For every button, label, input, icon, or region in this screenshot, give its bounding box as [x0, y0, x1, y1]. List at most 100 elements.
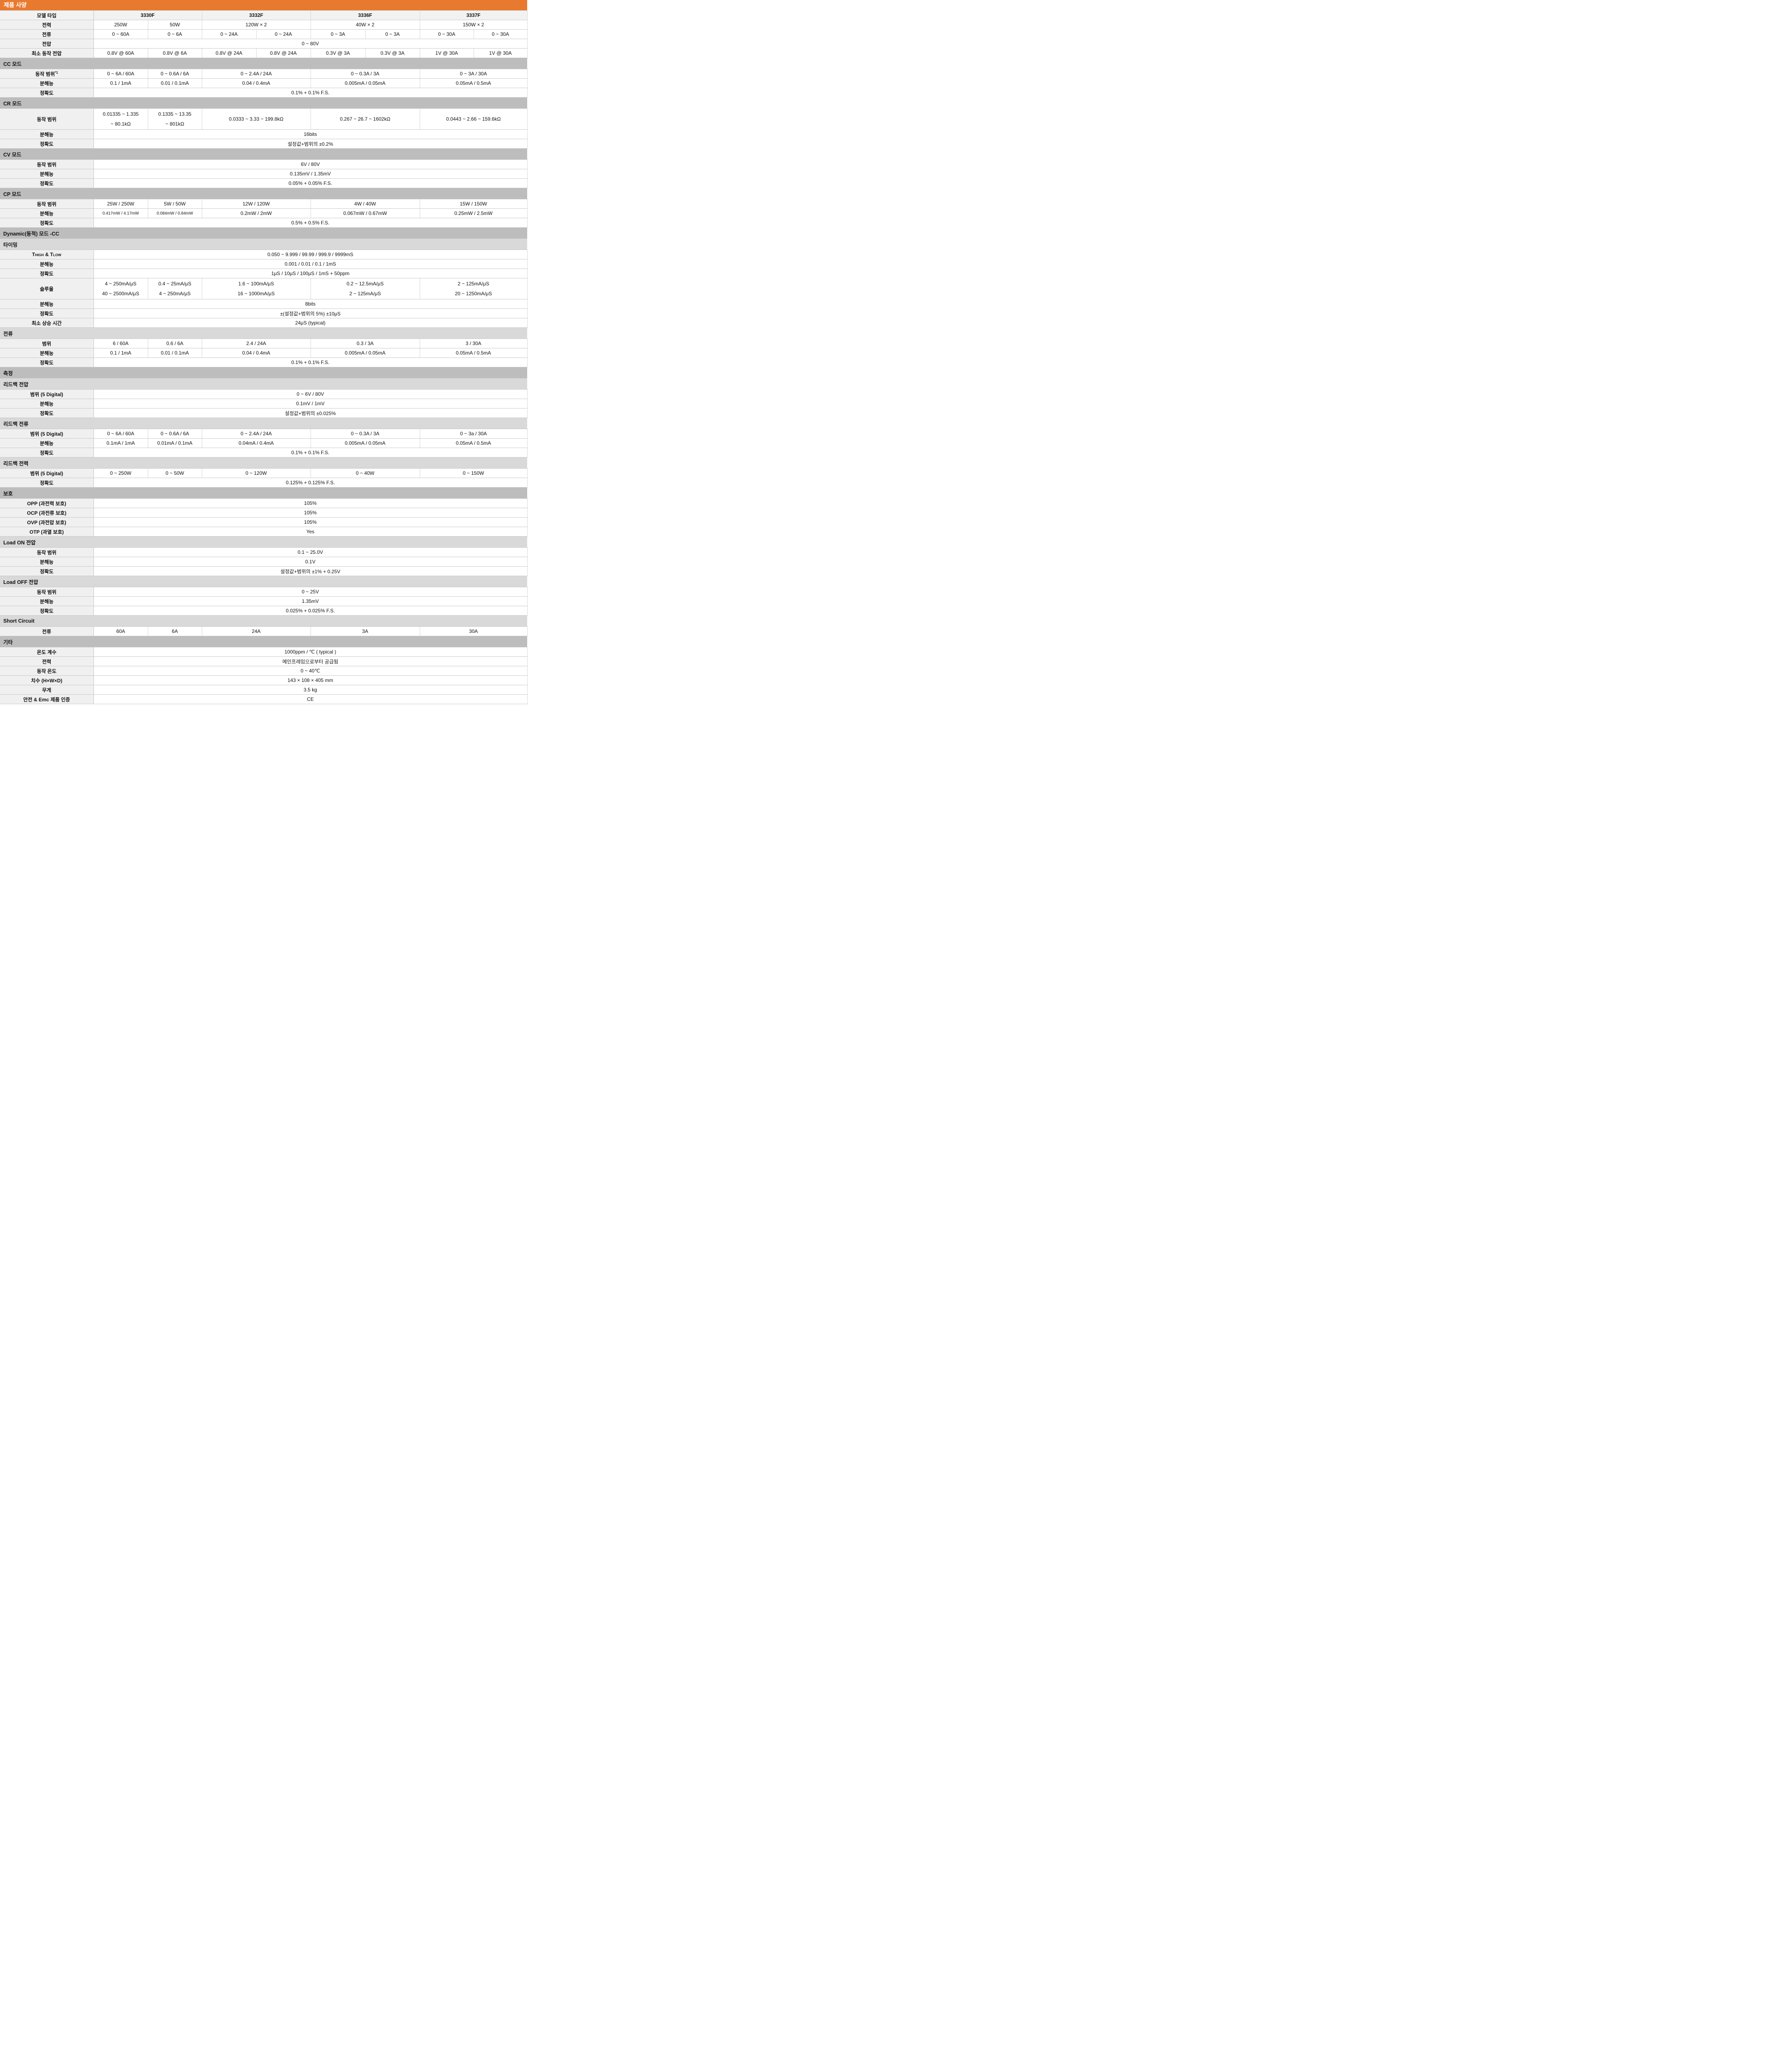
section-header: 기타	[0, 636, 527, 647]
spec-value: 12W / 120W	[201, 199, 311, 209]
section-row: 리드백 전력	[0, 457, 527, 469]
spec-value: 0 ~ 250W	[93, 468, 148, 478]
spec-value: 0.8V @ 24A	[201, 48, 257, 58]
spec-value: 0 ~ 0.3A / 3A	[310, 69, 420, 79]
row-label: 동작 범위	[0, 159, 94, 169]
section-header: 보호	[0, 487, 527, 499]
spec-value: 0 ~ 40℃	[93, 666, 528, 676]
table-row: 정확도 설정값+범위의 ±1% + 0.25V	[0, 566, 528, 576]
spec-value: 0 ~ 24A	[201, 29, 257, 39]
table-row: OPP (과전력 보호) 105%	[0, 498, 528, 508]
section-header: Load OFF 전압	[0, 576, 527, 587]
table-row: 정확도 0.1% + 0.1% F.S.	[0, 88, 528, 98]
table-row: 범위 (5 Digital) 0 ~ 6V / 80V	[0, 389, 528, 399]
spec-value: 0.1% + 0.1% F.S.	[93, 357, 528, 367]
spec-value: 0.084mW / 0.84mW	[147, 208, 202, 218]
table-row: 최소 동작 전압 0.8V @ 60A 0.8V @ 6A 0.8V @ 24A 0.8…	[0, 48, 528, 58]
spec-value: 0.1 ~ 25.0V	[93, 547, 528, 557]
spec-value: 0.01 / 0.1mA	[147, 78, 202, 88]
row-label: 정확도	[0, 566, 94, 576]
row-label: 정확도	[0, 218, 94, 228]
spec-value: 0.0443 ~ 2.66 ~ 159.6kΩ	[419, 108, 528, 130]
spec-value: 메인프레임으로부터 공급됨	[93, 656, 528, 666]
spec-value: 0.135mV / 1.35mV	[93, 169, 528, 179]
model-name: 3330F	[93, 10, 202, 20]
spec-value: 60A	[93, 626, 148, 636]
spec-value: 0 ~ 40W	[310, 468, 420, 478]
table-row: OCP (과전류 보호) 105%	[0, 508, 528, 518]
spec-value: 0.267 ~ 26.7 ~ 1602kΩ	[310, 108, 420, 130]
row-label: 전압	[0, 39, 94, 49]
spec-value: 0.005mA / 0.05mA	[310, 348, 420, 358]
table-row: 무게 3.5 kg	[0, 685, 528, 695]
row-label: 범위 (5 Digital)	[0, 429, 94, 439]
spec-value: 0.1335 ~ 13.35 ~ 801kΩ	[147, 108, 202, 130]
spec-value: 0.005mA / 0.05mA	[310, 438, 420, 448]
spec-value: 24μS (typical)	[93, 318, 528, 328]
row-label: OTP (과열 보호)	[0, 527, 94, 537]
spec-value: 3A	[310, 626, 420, 636]
row-label: 정확도	[0, 178, 94, 188]
spec-value: 0.3V @ 3A	[310, 48, 366, 58]
spec-value: 4W / 40W	[310, 199, 420, 209]
section-row: 측정	[0, 367, 527, 378]
section-row: CR 모드	[0, 97, 527, 109]
row-label: 최소 동작 전압	[0, 48, 94, 58]
spec-value: 0.8V @ 60A	[93, 48, 148, 58]
row-label: 정확도	[0, 308, 94, 318]
section-header: 리드백 전력	[0, 457, 527, 469]
table-row: 분해능 0.1 / 1mA 0.01 / 0.1mA 0.04 / 0.4mA 0.00…	[0, 348, 528, 358]
table-row: 분해능 0.1 / 1mA 0.01 / 0.1mA 0.04 / 0.4mA 0.00…	[0, 78, 528, 88]
table-row: 동작 범위 0 ~ 25V	[0, 587, 528, 597]
row-label: 치수 (H×W×D)	[0, 675, 94, 685]
spec-value: 105%	[93, 508, 528, 518]
row-label: 온도 계수	[0, 647, 94, 657]
spec-value: 3.5 kg	[93, 685, 528, 695]
table-row: 정확도 0.1% + 0.1% F.S.	[0, 357, 528, 367]
spec-value: 0.1mA / 1mA	[93, 438, 148, 448]
row-label: OPP (과전력 보호)	[0, 498, 94, 508]
row-label: OCP (과전류 보호)	[0, 508, 94, 518]
spec-value: 0 ~ 30A	[473, 29, 528, 39]
section-row: CP 모드	[0, 188, 527, 199]
row-label: 분해능	[0, 169, 94, 179]
spec-value: 150W × 2	[419, 20, 528, 30]
spec-value: 설정값+범위의 ±1% + 0.25V	[93, 566, 528, 576]
spec-value: 0 ~ 80V	[93, 39, 528, 49]
section-row: 기타	[0, 636, 527, 647]
section-row: Short Circuit	[0, 615, 527, 627]
spec-value: 0.005mA / 0.05mA	[310, 78, 420, 88]
model-name: 3332F	[201, 10, 311, 20]
spec-value: 0 ~ 150W	[419, 468, 528, 478]
row-label: 전류	[0, 626, 94, 636]
table-row: 정확도 설정값+범위의 ±0.2%	[0, 139, 528, 149]
row-label: 분해능	[0, 438, 94, 448]
row-label: 전력	[0, 656, 94, 666]
spec-value: 0.0333 ~ 3.33 ~ 199.8kΩ	[201, 108, 311, 130]
table-row: 분해능 16bits	[0, 129, 528, 139]
spec-value: 0.125% + 0.125% F.S.	[93, 478, 528, 488]
spec-value: 0.6 / 6A	[147, 338, 202, 348]
spec-value: 6A	[147, 626, 202, 636]
row-label: 정확도	[0, 357, 94, 367]
table-row: 전류 0 ~ 60A 0 ~ 6A 0 ~ 24A 0 ~ 24A 0 ~ 3A 0 ~ 3…	[0, 29, 528, 39]
spec-value: 설정값+범위의 ±0.2%	[93, 139, 528, 149]
spec-value: 6V / 80V	[93, 159, 528, 169]
spec-value: 0 ~ 6A / 60A	[93, 69, 148, 79]
row-label: 동작 범위	[0, 199, 94, 209]
section-row: Load ON 전압	[0, 536, 527, 548]
spec-value: 105%	[93, 517, 528, 527]
row-label: 정확도	[0, 606, 94, 616]
spec-value: 0 ~ 24A	[256, 29, 311, 39]
spec-value: 3 / 30A	[419, 338, 528, 348]
table-row: 분해능 0.1V	[0, 557, 528, 567]
section-row: 보호	[0, 487, 527, 499]
spec-value: 0.3V @ 3A	[365, 48, 420, 58]
section-row: 전류	[0, 327, 527, 339]
row-label: 정확도	[0, 88, 94, 98]
spec-value: 0 ~ 3A	[310, 29, 366, 39]
spec-value: 0.25mW / 2.5mW	[419, 208, 528, 218]
spec-value: 0 ~ 0.3A / 3A	[310, 429, 420, 439]
spec-value: 0 ~ 2.4A / 24A	[201, 69, 311, 79]
row-label: 분해능	[0, 129, 94, 139]
